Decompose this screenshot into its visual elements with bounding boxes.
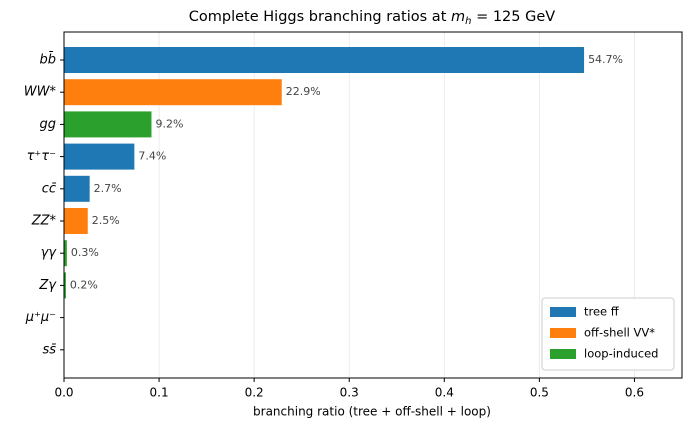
y-tick-label: μ⁺μ⁻ <box>25 310 56 325</box>
value-label: 54.7% <box>588 53 623 66</box>
value-label: 7.4% <box>138 150 166 163</box>
bar <box>64 208 88 234</box>
y-tick-label: WW* <box>24 85 57 100</box>
y-tick-label: gg <box>39 117 56 132</box>
x-tick-label: 0.6 <box>625 386 644 400</box>
legend-label: tree ff̄ <box>584 305 620 319</box>
bar <box>64 143 135 170</box>
y-tick-label: ss̄ <box>42 342 56 357</box>
y-tick-label: τ⁺τ⁻ <box>27 149 56 164</box>
y-tick-label: γγ <box>41 246 58 261</box>
x-tick-label: 0.2 <box>245 386 264 400</box>
legend-swatch <box>550 349 576 359</box>
x-tick-label: 0.1 <box>150 386 169 400</box>
x-tick-label: 0.4 <box>435 386 454 400</box>
value-label: 2.5% <box>92 214 120 227</box>
bar <box>64 47 585 73</box>
legend-swatch <box>550 328 576 338</box>
x-tick-label: 0.3 <box>340 386 359 400</box>
title-subscript: h <box>465 16 471 27</box>
bar <box>64 272 66 299</box>
plot-frame <box>63 31 683 379</box>
legend-label: off-shell VV* <box>584 326 655 340</box>
y-tick-label: Zγ <box>38 278 57 293</box>
y-tick-label: cc̄ <box>42 181 57 196</box>
bar <box>64 111 152 138</box>
legend-label: loop-induced <box>584 347 659 361</box>
value-label: 0.2% <box>70 278 98 291</box>
title-text: Complete Higgs branching ratios at <box>189 9 451 25</box>
x-tick-label: 0.0 <box>54 386 73 400</box>
value-label: 9.2% <box>155 117 183 130</box>
title-text: = 125 GeV <box>471 9 555 25</box>
value-label: 2.7% <box>94 182 122 195</box>
bar <box>64 79 282 106</box>
legend-swatch <box>550 307 576 317</box>
title-math: m <box>451 9 465 25</box>
value-label: 22.9% <box>286 85 321 98</box>
chart-title: Complete Higgs branching ratios at mh = … <box>189 9 555 27</box>
x-tick-label: 0.5 <box>530 386 549 400</box>
value-label: 0.3% <box>71 246 99 259</box>
y-tick-label: bb̄ <box>39 52 56 67</box>
bar <box>64 175 90 202</box>
y-tick-label: ZZ* <box>31 214 57 229</box>
x-axis-label: branching ratio (tree + off-shell + loop… <box>253 405 491 419</box>
bar <box>64 240 67 267</box>
